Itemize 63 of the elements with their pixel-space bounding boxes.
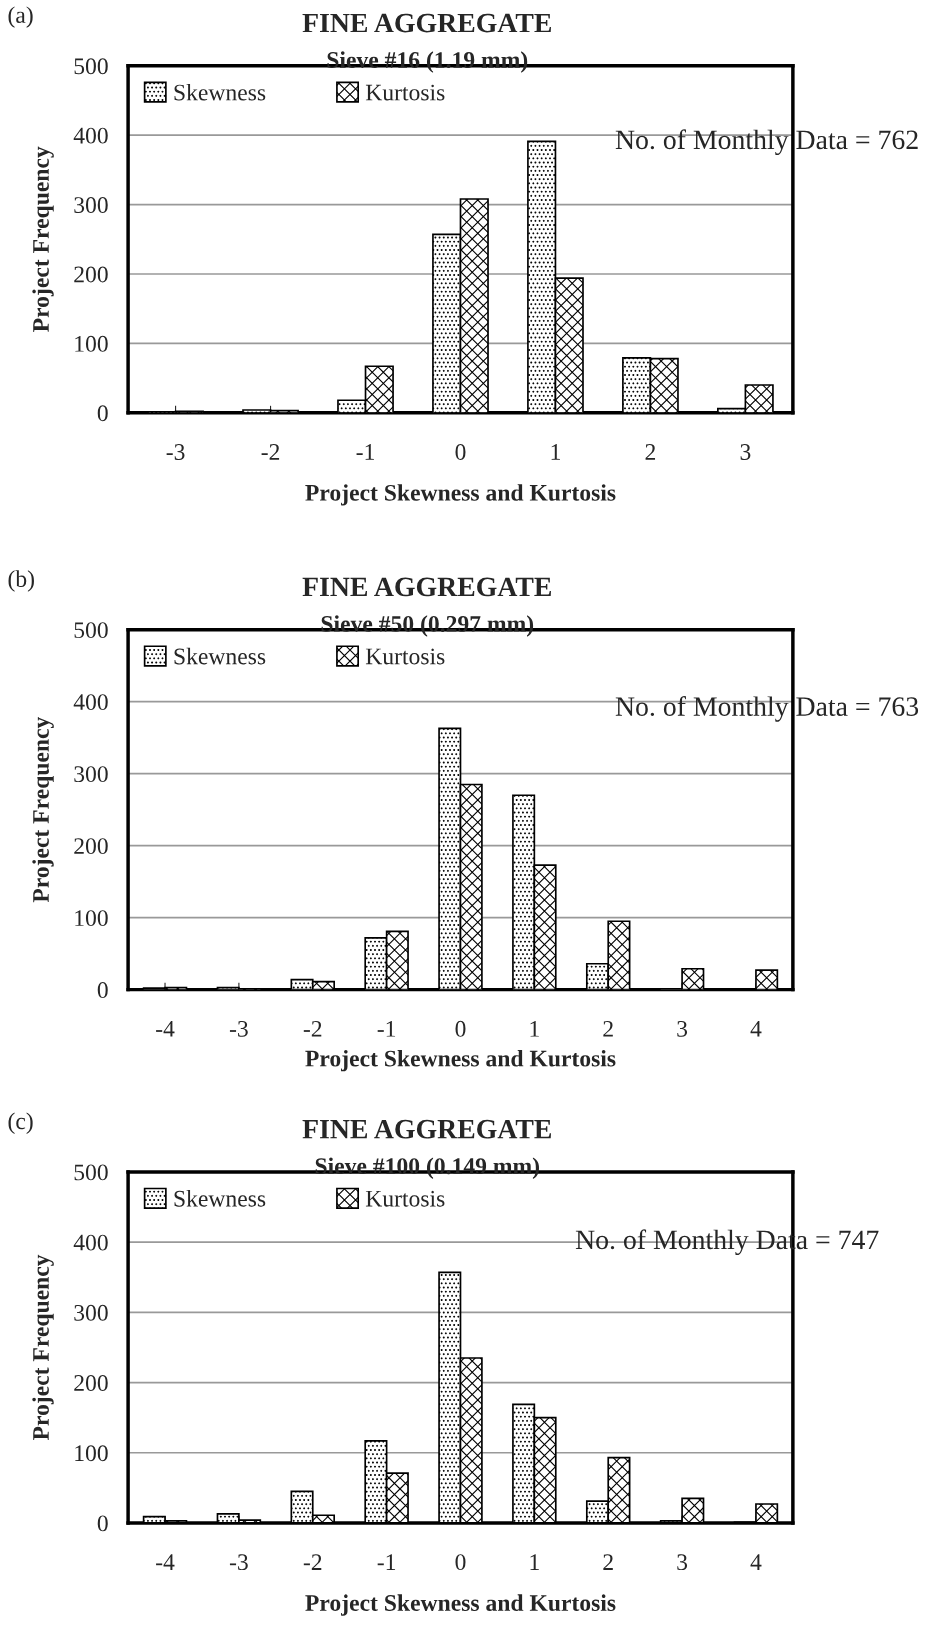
x-tick-label: 0 xyxy=(455,443,466,460)
chart-title: FINE AGGREGATE xyxy=(302,1119,551,1139)
text: (c) xyxy=(8,1112,33,1134)
x-tick-label: -2 xyxy=(261,444,280,460)
x-tick-label: 2 xyxy=(645,444,656,460)
x-tick-label: 1 xyxy=(530,1020,539,1037)
y-tick-label: 500 xyxy=(74,58,108,75)
x-tick-label: 4 xyxy=(750,1021,762,1037)
chart-title: FINE AGGREGATE xyxy=(302,577,551,597)
annotation: No. of Monthly Data = 762 xyxy=(615,129,918,155)
x-tick-label: 0 xyxy=(455,1020,466,1037)
x-axis-title: Project Skewness and Kurtosis xyxy=(305,484,616,506)
y-tick-label: 0 xyxy=(97,982,108,999)
chart-title: FINE AGGREGATE xyxy=(302,13,551,33)
x-tick-label: -2 xyxy=(303,1554,322,1570)
y-axis-title: Project Frequency xyxy=(32,716,54,903)
legend-label: Kurtosis xyxy=(365,648,445,665)
x-tick-label: 3 xyxy=(740,444,751,460)
x-tick-label: -3 xyxy=(166,444,185,460)
x-tick-label: -4 xyxy=(156,1021,175,1037)
text: (b) xyxy=(8,570,34,592)
y-tick-label: 400 xyxy=(73,1234,108,1251)
x-tick-label: -1 xyxy=(377,1020,396,1037)
x-axis-title: Project Skewness and Kurtosis xyxy=(305,1049,616,1072)
x-tick-label: -4 xyxy=(156,1554,175,1570)
x-axis-title: Project Skewness and Kurtosis xyxy=(305,1594,616,1616)
legend-label: Skewness xyxy=(174,647,266,665)
y-tick-label: 200 xyxy=(74,838,108,855)
x-tick-label: -3 xyxy=(229,1020,248,1037)
y-tick-label: 300 xyxy=(74,197,108,214)
y-tick-label: 500 xyxy=(74,622,108,639)
y-axis-title: Project Frequency xyxy=(32,146,54,332)
y-tick-label: 500 xyxy=(74,1164,108,1181)
x-tick-label: -2 xyxy=(303,1020,322,1037)
y-tick-label: 400 xyxy=(73,694,108,711)
x-tick-label: 0 xyxy=(455,1554,466,1571)
annotation: No. of Monthly Data = 763 xyxy=(615,696,919,722)
text: (a) xyxy=(8,6,33,28)
x-tick-label: 1 xyxy=(551,444,560,460)
y-tick-label: 200 xyxy=(74,1375,108,1391)
x-tick-label: -3 xyxy=(229,1554,248,1571)
x-tick-label: 3 xyxy=(677,1020,688,1037)
legend-label: Kurtosis xyxy=(365,84,445,101)
x-tick-label: -1 xyxy=(356,444,374,460)
legend-label: Kurtosis xyxy=(365,1190,445,1207)
y-axis-title: Project Frequency xyxy=(32,1254,54,1441)
x-tick-label: 1 xyxy=(530,1554,539,1570)
y-tick-label: 0 xyxy=(97,1515,108,1532)
y-tick-label: 100 xyxy=(75,335,108,352)
y-tick-label: 100 xyxy=(75,910,108,927)
y-tick-label: 300 xyxy=(74,1304,108,1321)
x-tick-label: 2 xyxy=(603,1020,613,1037)
y-tick-label: 100 xyxy=(75,1445,108,1462)
x-tick-label: 4 xyxy=(750,1554,762,1570)
legend-label: Skewness xyxy=(174,1190,266,1207)
x-tick-label: 2 xyxy=(603,1554,613,1570)
y-tick-label: 300 xyxy=(74,766,108,783)
legend-label: Skewness xyxy=(174,83,266,101)
y-tick-label: 400 xyxy=(73,127,108,144)
x-tick-label: 3 xyxy=(677,1554,688,1571)
x-tick-label: -1 xyxy=(377,1554,396,1570)
y-tick-label: 0 xyxy=(97,405,108,422)
y-tick-label: 200 xyxy=(74,266,108,283)
